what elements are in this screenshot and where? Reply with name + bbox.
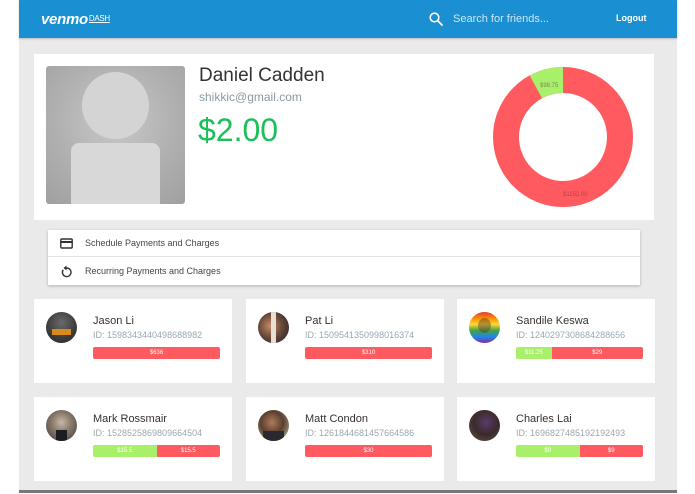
menu-item-schedule-payments[interactable]: Schedule Payments and Charges <box>48 230 640 257</box>
menu-item-label: Schedule Payments and Charges <box>85 238 220 248</box>
profile-avatar-placeholder <box>46 66 185 204</box>
credit-card-icon <box>60 238 73 249</box>
logo-suffix: DASH <box>88 14 110 23</box>
bar-segment-owed: $11.25 <box>516 347 552 359</box>
refresh-icon <box>61 265 72 278</box>
friend-card-charles-lai[interactable]: Charles Lai ID: 1696827485192192493 $9 $… <box>457 397 655 481</box>
avatar-head-shape <box>82 72 149 139</box>
friend-name: Jason Li <box>93 315 134 327</box>
search-icon[interactable] <box>429 12 443 26</box>
avatar-body-shape <box>71 143 160 204</box>
friend-card-matt-condon[interactable]: Matt Condon ID: 1261844681457664586 $30 <box>246 397 444 481</box>
menu-item-label: Recurring Payments and Charges <box>85 266 221 276</box>
friend-card-jason-li[interactable]: Jason Li ID: 1598343440498688982 $636 <box>34 299 232 383</box>
friend-avatar <box>258 410 289 441</box>
profile-name: Daniel Cadden <box>199 65 325 86</box>
friend-name: Pat Li <box>305 315 334 327</box>
profile-balance: $2.00 <box>198 112 279 148</box>
donut-slice-green <box>529 67 564 99</box>
bar-segment-charge: $29 <box>551 347 643 359</box>
balance-bar: $30 <box>305 445 432 457</box>
bar-segment-charge: $15.5 <box>156 445 220 457</box>
friend-name: Charles Lai <box>516 413 572 425</box>
friend-name: Mark Rossmair <box>93 413 167 425</box>
profile-email: shikkic@gmail.com <box>199 90 302 104</box>
venmo-dash-logo[interactable]: venmoDASH <box>41 11 110 28</box>
friend-card-mark-rossmair[interactable]: Mark Rossmair ID: 1528525869809664504 $1… <box>34 397 232 481</box>
friend-avatar <box>258 312 289 343</box>
balance-donut-chart: $98.75 $1152.00 <box>493 67 633 207</box>
payments-menu: Schedule Payments and Charges Recurring … <box>48 230 640 285</box>
top-nav-bar: venmoDASH Logout <box>19 0 677 38</box>
friend-avatar <box>469 312 500 343</box>
balance-bar: $9 $9 <box>516 445 643 457</box>
bar-segment-charge: $9 <box>579 445 643 457</box>
friend-avatar <box>469 410 500 441</box>
profile-card: Daniel Cadden shikkic@gmail.com $2.00 $9… <box>34 54 654 220</box>
friend-id: ID: 1261844681457664586 <box>305 428 415 438</box>
donut-label-red: $1152.00 <box>563 192 588 198</box>
friend-id: ID: 1509541350998016374 <box>305 330 415 340</box>
logo-text: venmo <box>41 11 88 28</box>
bar-segment-owed: $15.5 <box>93 445 157 457</box>
friend-avatar <box>46 410 77 441</box>
balance-bar: $310 <box>305 347 432 359</box>
friend-id: ID: 1598343440498688982 <box>93 330 203 340</box>
friend-avatar <box>46 312 77 343</box>
friend-name: Sandile Keswa <box>516 315 589 327</box>
balance-bar: $11.25 $29 <box>516 347 643 359</box>
bar-segment-charge: $310 <box>305 347 432 359</box>
bar-segment-owed: $9 <box>516 445 580 457</box>
dashboard-page: venmoDASH Logout Daniel Cadden shikkic@g… <box>19 0 677 490</box>
friend-name: Matt Condon <box>305 413 368 425</box>
donut-slice-red <box>493 67 633 207</box>
menu-item-recurring-payments[interactable]: Recurring Payments and Charges <box>48 258 640 285</box>
bar-segment-charge: $30 <box>305 445 432 457</box>
donut-label-green: $98.75 <box>540 83 559 89</box>
logout-button[interactable]: Logout <box>616 13 647 23</box>
friend-card-pat-li[interactable]: Pat Li ID: 1509541350998016374 $310 <box>246 299 444 383</box>
search-friends-input[interactable] <box>453 10 603 28</box>
page-bottom-edge <box>19 490 677 493</box>
balance-bar: $636 <box>93 347 220 359</box>
friend-id: ID: 1240297308684288656 <box>516 330 626 340</box>
friend-id: ID: 1528525869809664504 <box>93 428 203 438</box>
friend-card-sandile-keswa[interactable]: Sandile Keswa ID: 1240297308684288656 $1… <box>457 299 655 383</box>
bar-segment-charge: $636 <box>93 347 220 359</box>
friend-id: ID: 1696827485192192493 <box>516 428 626 438</box>
balance-bar: $15.5 $15.5 <box>93 445 220 457</box>
